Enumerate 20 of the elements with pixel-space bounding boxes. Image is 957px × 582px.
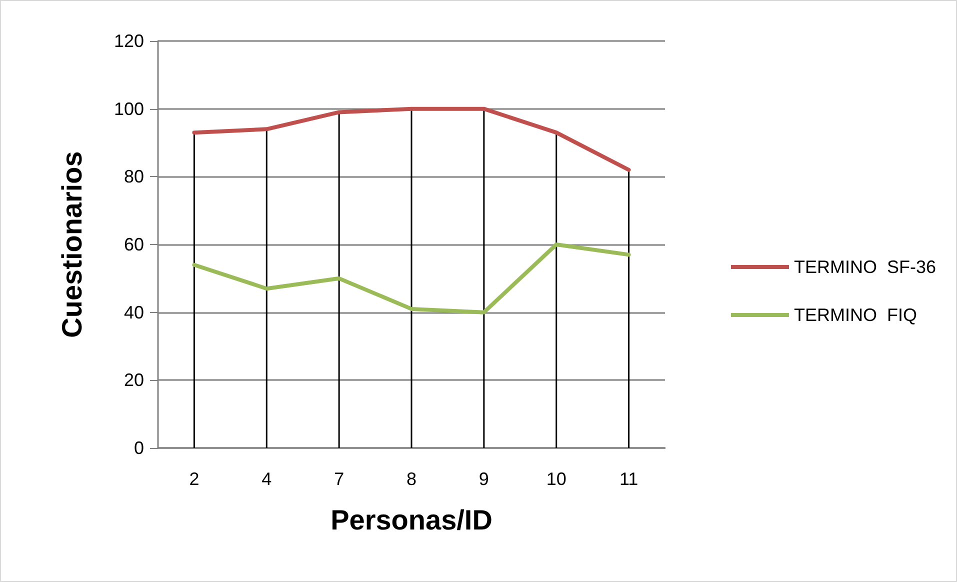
y-tick-label: 0 xyxy=(134,438,144,458)
line-series xyxy=(192,106,631,172)
y-tick-label: 80 xyxy=(124,166,144,187)
y-tick-label: 100 xyxy=(114,98,144,119)
y-tick-label: 20 xyxy=(124,370,144,390)
x-tick-label: 4 xyxy=(262,469,272,489)
legend-label: TERMINO SF-36 xyxy=(794,257,936,277)
y-tick-label: 60 xyxy=(124,234,144,254)
y-tick-label: 120 xyxy=(114,31,144,51)
line-series xyxy=(192,242,631,314)
y-tick-label: 40 xyxy=(124,302,144,322)
x-tick-label: 9 xyxy=(478,469,489,489)
legend-label: TERMINO FIQ xyxy=(794,305,917,325)
x-tick-label: 7 xyxy=(334,469,344,489)
x-tick-label: 8 xyxy=(406,469,417,489)
x-tick-label: 10 xyxy=(546,469,566,489)
x-axis-title: Personas/ID xyxy=(330,504,492,536)
x-tick-label: 11 xyxy=(619,469,638,489)
y-axis-title: Cuestionarios xyxy=(56,151,88,338)
x-tick-label: 2 xyxy=(189,469,200,489)
